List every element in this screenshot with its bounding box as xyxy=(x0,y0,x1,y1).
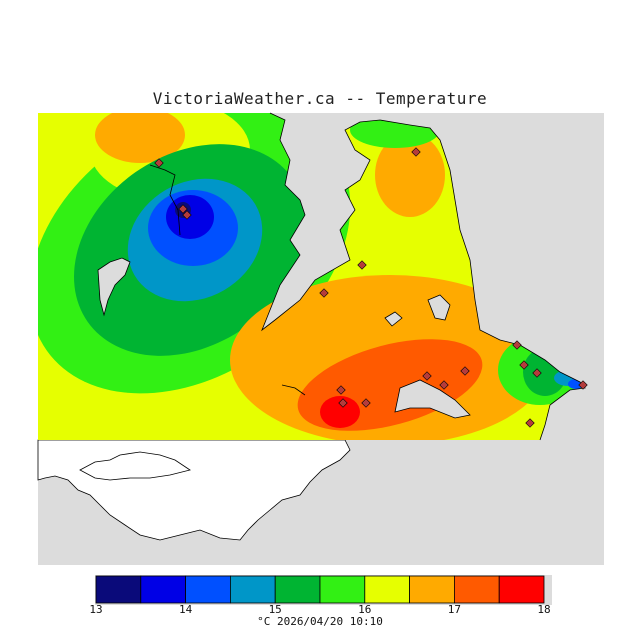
station-marker[interactable] xyxy=(460,366,470,376)
station-marker[interactable] xyxy=(519,360,529,370)
legend-bin xyxy=(498,575,545,604)
legend-tick-label: 16 xyxy=(358,603,372,616)
legend-bin xyxy=(453,575,500,604)
lake-shape xyxy=(384,311,403,327)
station-marker[interactable] xyxy=(525,418,535,428)
legend-tick-label: 17 xyxy=(447,603,462,616)
station-marker[interactable] xyxy=(178,204,188,214)
harbour-shape xyxy=(394,379,471,419)
legend-caption: °C 2026/04/20 10:10 xyxy=(257,615,383,628)
legend-tick-label: 14 xyxy=(178,603,193,616)
station-marker[interactable] xyxy=(154,158,164,168)
legend-bin xyxy=(95,575,142,604)
station-marker[interactable] xyxy=(422,371,432,381)
legend-bin xyxy=(140,575,187,604)
legend-bin xyxy=(229,575,276,604)
station-markers xyxy=(154,147,588,428)
station-marker[interactable] xyxy=(512,340,522,350)
station-marker[interactable] xyxy=(578,380,588,390)
islet-shape xyxy=(79,451,191,481)
station-marker[interactable] xyxy=(338,398,348,408)
station-marker[interactable] xyxy=(361,398,371,408)
coastline xyxy=(261,112,586,441)
station-marker[interactable] xyxy=(357,260,367,270)
station-marker[interactable] xyxy=(182,210,192,220)
legend-tick-label: 13 xyxy=(89,603,103,616)
legend-tick-label: 18 xyxy=(537,603,551,616)
legend-bin xyxy=(274,575,321,604)
legend-bin xyxy=(185,575,231,604)
legend-bin xyxy=(409,575,455,604)
inlet-shape xyxy=(149,164,306,396)
station-marker[interactable] xyxy=(532,368,542,378)
legend-bin xyxy=(319,575,366,604)
station-marker[interactable] xyxy=(411,147,421,157)
legend-tick-label: 15 xyxy=(268,603,282,616)
temperature-field xyxy=(38,113,585,440)
legend-bin xyxy=(364,575,410,604)
station-marker[interactable] xyxy=(336,385,346,395)
lake-shape xyxy=(97,257,131,317)
map-title: VictoriaWeather.ca -- Temperature xyxy=(152,89,488,108)
station-marker[interactable] xyxy=(439,380,449,390)
station-marker[interactable] xyxy=(319,288,329,298)
lake-shape xyxy=(427,294,451,321)
legend-bar xyxy=(95,575,545,604)
